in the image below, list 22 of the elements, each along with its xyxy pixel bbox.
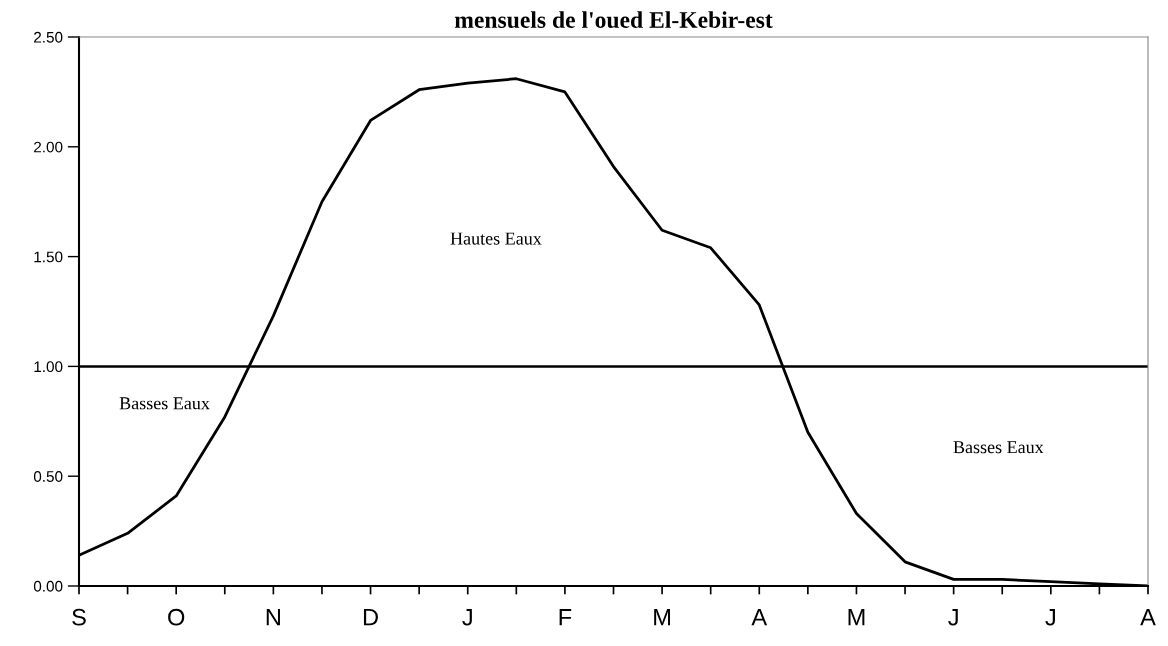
annotation: Hautes Eaux xyxy=(450,232,542,245)
x-tick-label: A xyxy=(751,609,768,626)
x-tick-label: J xyxy=(462,609,472,626)
x-tick-label: S xyxy=(72,608,86,626)
chart-title: mensuels de l'oued El-Kebir-est xyxy=(454,11,773,28)
annotation: Basses Eaux xyxy=(119,397,210,410)
x-tick-label: A xyxy=(1140,609,1156,626)
y-tick-label: 2.50 xyxy=(34,31,63,43)
y-tick-label: 0.00 xyxy=(33,580,63,592)
x-tick-label: O xyxy=(168,608,185,626)
x-tick-label: F xyxy=(559,609,572,626)
x-tick-label: N xyxy=(266,609,280,626)
x-tick-label: J xyxy=(1045,609,1055,626)
y-tick-label: 0.50 xyxy=(33,471,63,482)
y-tick-label: 1.50 xyxy=(34,251,63,263)
x-tick-label: J xyxy=(948,609,958,626)
x-tick-label: M xyxy=(654,609,670,626)
y-tick-label: 2.00 xyxy=(34,141,63,153)
x-tick-label: D xyxy=(363,609,378,626)
annotation: Basses Eaux xyxy=(953,441,1044,454)
x-tick-label: M xyxy=(848,609,865,626)
y-tick-label: 1.00 xyxy=(34,361,63,373)
